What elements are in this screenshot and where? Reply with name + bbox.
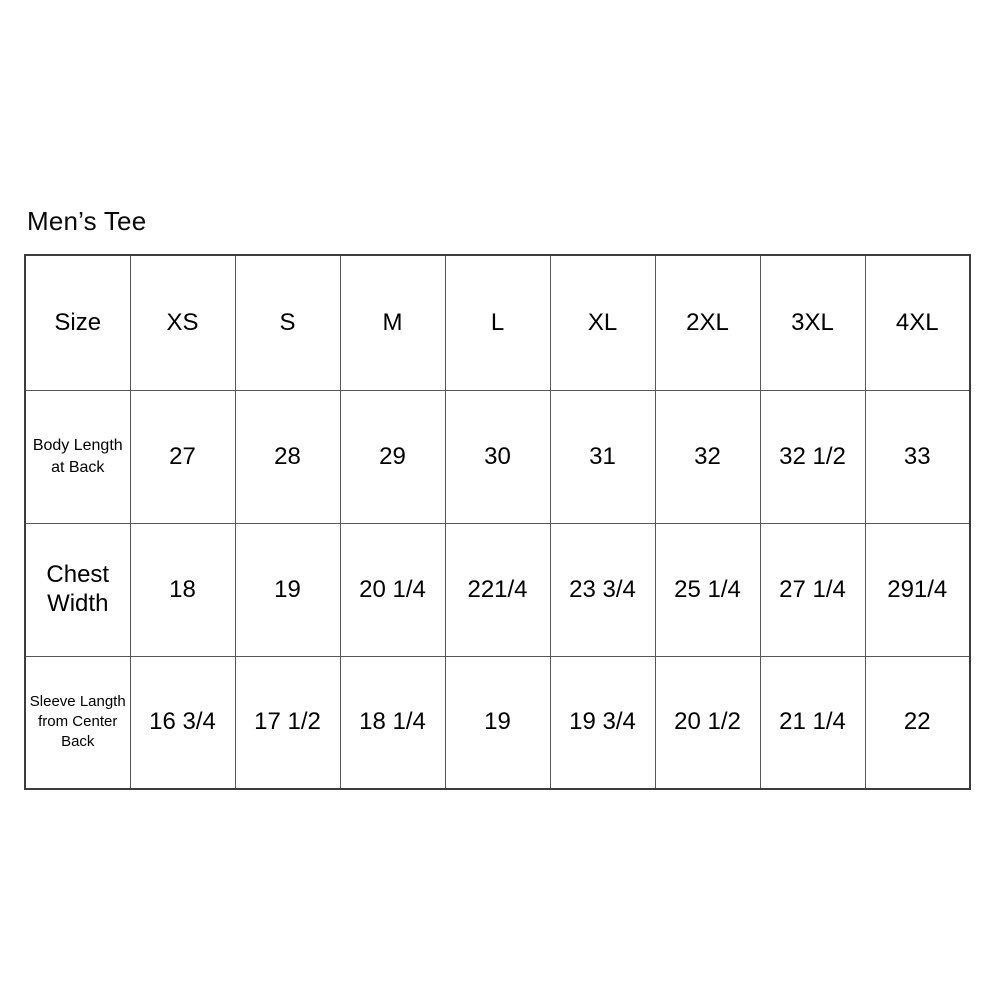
value-cell: 29 [339, 389, 446, 524]
row-label-chest-width: Chest Width [24, 522, 131, 657]
header-cell-l: L [444, 254, 551, 391]
header-cell-xs: XS [129, 254, 236, 391]
value-cell: 19 [234, 522, 341, 657]
size-chart-table: Size XS S M L XL 2XL 3XL 4XL Body Length… [24, 254, 971, 790]
value-cell: 32 [654, 389, 761, 524]
value-cell: 19 3/4 [549, 655, 656, 790]
header-cell-m: M [339, 254, 446, 391]
header-cell-size: Size [24, 254, 131, 391]
value-cell: 21 1/4 [759, 655, 866, 790]
value-cell: 19 [444, 655, 551, 790]
table-row-sleeve-length: Sleeve Langth from Center Back 16 3/4 17… [24, 655, 971, 790]
header-cell-2xl: 2XL [654, 254, 761, 391]
page-title: Men’s Tee [27, 206, 147, 236]
value-cell: 20 1/2 [654, 655, 761, 790]
header-cell-s: S [234, 254, 341, 391]
header-cell-xl: XL [549, 254, 656, 391]
value-cell: 23 3/4 [549, 522, 656, 657]
table-row-body-length: Body Length at Back 27 28 29 30 31 32 32… [24, 389, 971, 524]
value-cell: 221/4 [444, 522, 551, 657]
value-cell: 20 1/4 [339, 522, 446, 657]
value-cell: 32 1/2 [759, 389, 866, 524]
header-cell-3xl: 3XL [759, 254, 866, 391]
row-label-body-length: Body Length at Back [24, 389, 131, 524]
table-header-row: Size XS S M L XL 2XL 3XL 4XL [24, 254, 971, 391]
value-cell: 22 [864, 655, 971, 790]
table-row-chest-width: Chest Width 18 19 20 1/4 221/4 23 3/4 25… [24, 522, 971, 657]
value-cell: 33 [864, 389, 971, 524]
value-cell: 27 [129, 389, 236, 524]
row-label-sleeve-length: Sleeve Langth from Center Back [24, 655, 131, 790]
value-cell: 31 [549, 389, 656, 524]
value-cell: 30 [444, 389, 551, 524]
value-cell: 28 [234, 389, 341, 524]
header-cell-4xl: 4XL [864, 254, 971, 391]
value-cell: 17 1/2 [234, 655, 341, 790]
value-cell: 27 1/4 [759, 522, 866, 657]
value-cell: 25 1/4 [654, 522, 761, 657]
value-cell: 291/4 [864, 522, 971, 657]
value-cell: 18 [129, 522, 236, 657]
value-cell: 16 3/4 [129, 655, 236, 790]
value-cell: 18 1/4 [339, 655, 446, 790]
